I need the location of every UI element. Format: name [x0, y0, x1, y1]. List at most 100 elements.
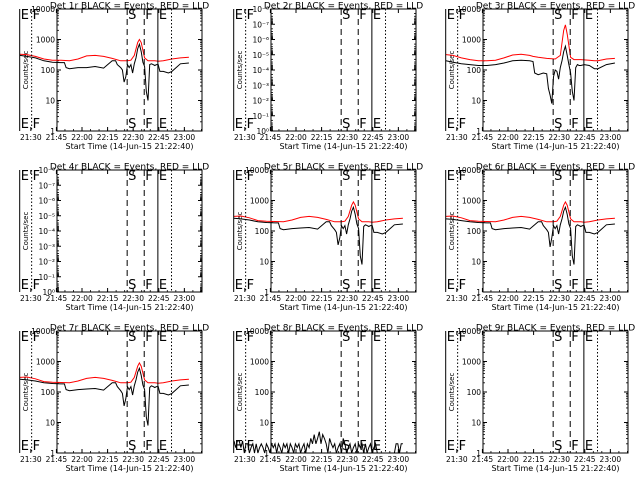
y-tick-label: 10⁻²	[252, 97, 269, 106]
x-tick-label: 22:30	[122, 455, 144, 464]
marker-label-bottom: E	[585, 278, 593, 293]
x-axis-label: Start Time (14-Jun-15 21:22:40)	[66, 303, 194, 312]
y-tick-label: 10	[259, 258, 269, 267]
x-tick-label: 22:15	[97, 133, 119, 142]
x-tick-label: 22:15	[311, 455, 333, 464]
x-tick-label: 22:15	[523, 294, 545, 303]
y-tick-label: 10	[471, 258, 481, 267]
events-rate-line	[233, 205, 403, 265]
panel-det-6: Det 6r BLACK = Events, RED = LLD 1 10 100 10…	[445, 163, 635, 312]
y-tick-label: 1000	[462, 358, 481, 367]
y-tick-label: 10	[259, 419, 269, 428]
x-tick-label: 21:45	[472, 133, 494, 142]
y-axis-label: Counts/sec	[236, 373, 244, 412]
marker-label-top: F	[359, 169, 366, 184]
marker-label-bottom: F	[359, 439, 366, 454]
x-tick-label: 22:30	[122, 133, 144, 142]
marker-label-bottom: F	[145, 278, 152, 293]
x-axis-label: Start Time (14-Jun-15 21:22:40)	[280, 464, 408, 473]
y-tick-label: 10⁻⁷	[252, 20, 269, 29]
marker-label-bottom: F	[33, 117, 40, 132]
marker-label-bottom: E	[235, 117, 243, 132]
y-axis-label: Counts/sec	[22, 212, 30, 251]
y-tick-label: 1	[264, 288, 269, 297]
x-tick-label: 22:30	[548, 455, 570, 464]
x-tick-label: 21:45	[46, 133, 68, 142]
panel-det-4: Det 4r BLACK = Events, RED = LLD 10⁰ 10⁻¹ 1…	[19, 163, 209, 312]
marker-label-top: E	[159, 330, 167, 345]
x-tick-label: 22:45	[362, 455, 384, 464]
marker-label-top: E	[235, 169, 243, 184]
events-rate-line	[19, 366, 189, 426]
y-tick-label: 10	[45, 419, 55, 428]
marker-label-bottom: E	[21, 278, 29, 293]
x-tick-label: 21:45	[472, 455, 494, 464]
x-tick-label: 22:15	[97, 455, 119, 464]
y-tick-label: 1	[264, 449, 269, 458]
marker-label-bottom: E	[235, 278, 243, 293]
panel-title: Det 8r BLACK = Events, RED = LLD	[264, 324, 423, 334]
x-tick-label: 21:45	[260, 133, 282, 142]
x-tick-label: 21:45	[472, 294, 494, 303]
y-tick-label: 10000	[245, 166, 269, 175]
y-tick-label: 1000	[36, 36, 55, 45]
x-axis-label: Start Time (14-Jun-15 21:22:40)	[280, 142, 408, 151]
marker-label-bottom: F	[571, 117, 578, 132]
marker-label-top: S	[128, 330, 136, 345]
x-tick-label: 21:30	[20, 455, 42, 464]
panel-det-8: Det 8r BLACK = Events, RED = LLD 1 10 100 10…	[233, 324, 423, 473]
marker-label-top: E	[373, 330, 381, 345]
y-tick-label: 10000	[457, 5, 481, 14]
marker-label-bottom: S	[554, 439, 562, 454]
x-tick-label: 22:45	[574, 294, 596, 303]
marker-label-top: S	[342, 330, 350, 345]
panel-det-5: Det 5r BLACK = Events, RED = LLD 1 10 100 10…	[233, 163, 423, 312]
panel-title: Det 3r BLACK = Events, RED = LLD	[476, 2, 635, 12]
x-tick-label: 22:30	[548, 133, 570, 142]
marker-label-top: F	[145, 330, 152, 345]
marker-label-bottom: F	[459, 278, 466, 293]
marker-label-top: S	[128, 8, 136, 23]
y-axis-label: Counts/sec	[22, 373, 30, 412]
x-tick-label: 22:45	[148, 455, 170, 464]
marker-label-bottom: S	[554, 278, 562, 293]
marker-label-top: E	[585, 330, 593, 345]
y-tick-label: 1	[476, 127, 481, 136]
panel-title: Det 1r BLACK = Events, RED = LLD	[50, 2, 209, 12]
x-tick-label: 22:15	[523, 133, 545, 142]
y-tick-label: 1	[476, 288, 481, 297]
marker-label-top: F	[459, 8, 466, 23]
plot-frame	[270, 8, 417, 132]
marker-label-bottom: E	[447, 278, 455, 293]
marker-label-top: F	[33, 8, 40, 23]
plot-frame	[482, 330, 629, 454]
y-tick-label: 1	[50, 127, 55, 136]
marker-label-bottom: E	[447, 117, 455, 132]
marker-label-top: F	[359, 8, 366, 23]
events-rate-line	[233, 431, 403, 454]
x-tick-label: 22:45	[362, 294, 384, 303]
marker-label-top: F	[571, 330, 578, 345]
marker-label-bottom: S	[128, 117, 136, 132]
marker-label-top: S	[342, 169, 350, 184]
x-tick-label: 22:00	[285, 133, 307, 142]
y-tick-label: 10000	[457, 166, 481, 175]
y-axis-label: Counts/sec	[22, 51, 30, 90]
x-tick-label: 21:45	[260, 294, 282, 303]
x-tick-label: 22:00	[497, 294, 519, 303]
marker-label-bottom: F	[571, 278, 578, 293]
marker-label-top: F	[247, 330, 254, 345]
x-tick-label: 22:30	[336, 294, 358, 303]
y-tick-label: 1000	[462, 36, 481, 45]
y-axis-label: Counts/sec	[448, 212, 456, 251]
x-tick-label: 22:00	[497, 455, 519, 464]
panel-title: Det 5r BLACK = Events, RED = LLD	[264, 163, 423, 173]
x-tick-label: 21:30	[446, 133, 468, 142]
marker-label-top: F	[459, 330, 466, 345]
panel-det-2: Det 2r BLACK = Events, RED = LLD 10⁰ 10⁻¹ 1…	[233, 2, 423, 151]
marker-label-bottom: E	[373, 278, 381, 293]
x-tick-label: 22:30	[122, 294, 144, 303]
x-tick-label: 23:00	[600, 455, 622, 464]
x-tick-label: 22:30	[336, 455, 358, 464]
x-axis-label: Start Time (14-Jun-15 21:22:40)	[66, 142, 194, 151]
